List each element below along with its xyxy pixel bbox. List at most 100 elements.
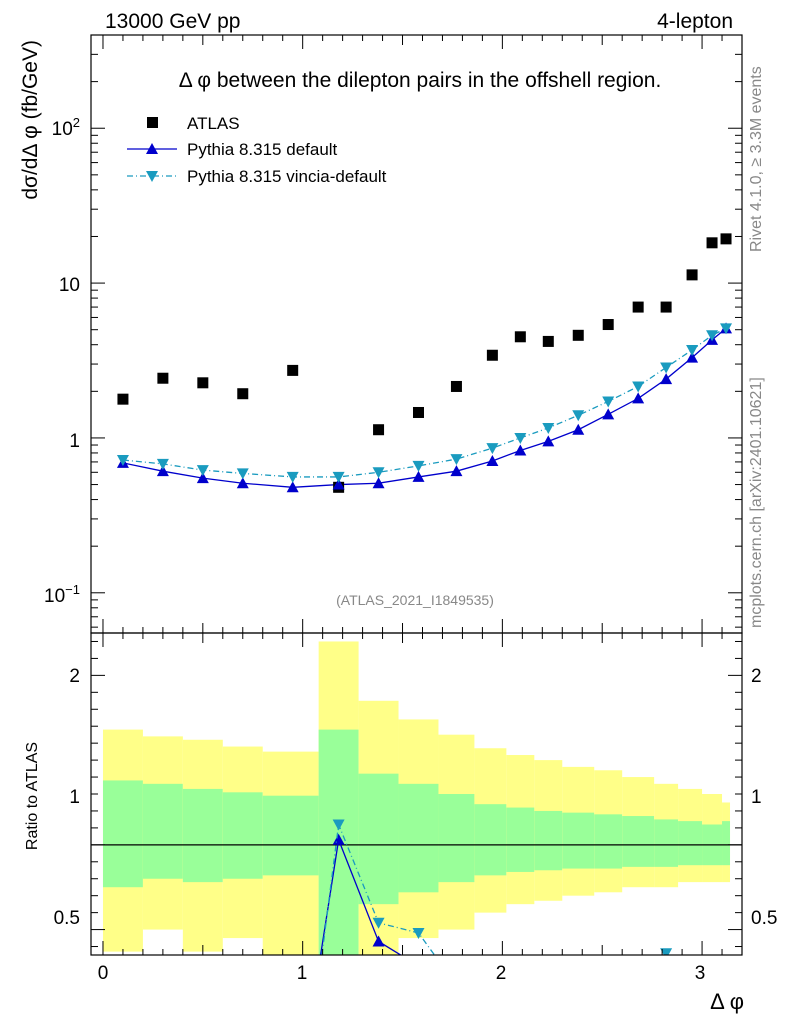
default-point: [236, 477, 249, 489]
ratio-uncertainty-bands: [102, 641, 731, 955]
atlas-point: [373, 424, 385, 436]
inner-band-bin: [438, 794, 475, 883]
ytick-label-10: 10: [59, 275, 80, 296]
ratio-default-point: [332, 833, 345, 845]
ratio-ytick-left-0p5: 0.5: [54, 908, 80, 929]
inner-band-bin: [142, 783, 183, 879]
main-panel-series: [116, 233, 733, 493]
atlas-point: [157, 372, 169, 384]
inner-band-bin: [222, 792, 263, 879]
ratio-ylabel: Ratio to ATLAS: [24, 742, 41, 850]
vincia-point: [372, 467, 385, 479]
vincia-point: [286, 471, 299, 483]
inner-band-bin: [534, 810, 563, 871]
default-point: [286, 481, 299, 493]
ratio-vincia-point: [412, 927, 425, 939]
default-point: [602, 408, 615, 420]
vincia-point: [116, 455, 129, 467]
inner-band-bin: [358, 773, 399, 905]
vincia-point: [572, 410, 585, 422]
plot-title: Δ φ between the dilepton pairs in the of…: [179, 69, 662, 92]
default-point: [542, 435, 555, 447]
default-point: [450, 465, 463, 477]
vincia-point: [450, 454, 463, 466]
ytick-label-0p1: 10−1: [44, 582, 80, 607]
vincia-point: [236, 468, 249, 480]
inner-band-bin: [182, 788, 223, 883]
atlas-point: [632, 301, 644, 313]
legend-label-vincia: Pythia 8.315 vincia-default: [187, 167, 387, 186]
ratio-ytick-right-2: 2: [751, 666, 762, 687]
inner-band-bin: [594, 814, 623, 869]
atlas-point: [117, 393, 129, 405]
default-point: [486, 454, 499, 466]
ytick-label-1: 1: [69, 431, 80, 452]
default-point: [632, 392, 645, 404]
atlas-point: [720, 233, 732, 245]
xtick-label-3: 3: [695, 963, 706, 984]
vincia-point: [686, 344, 699, 356]
vincia-point: [602, 396, 615, 408]
main-ylabel: dσ/dΔ φ (fb/GeV): [19, 40, 42, 200]
inner-band-bin: [102, 780, 143, 888]
atlas-point: [486, 349, 498, 361]
atlas-point: [450, 380, 462, 392]
energy-label: 13000 GeV pp: [105, 10, 240, 33]
process-label: 4-lepton: [657, 10, 733, 33]
vincia-point: [660, 362, 673, 374]
legend-label-default: Pythia 8.315 default: [187, 140, 338, 159]
main-ytick-labels: 10−1 1 10 102: [44, 115, 80, 607]
inner-band-bin: [398, 783, 439, 893]
default-point: [196, 472, 209, 484]
analysis-label: (ATLAS_2021_I1849535): [336, 592, 494, 608]
vincia-point: [720, 323, 733, 335]
xtick-label-0: 0: [98, 963, 109, 984]
vincia-point: [514, 432, 527, 444]
ratio-ytick-labels: 0.5 1 2 0.5 1 2: [54, 666, 778, 929]
vincia-point: [412, 460, 425, 472]
ratio-ytick-right-1: 1: [751, 787, 762, 808]
default-point: [686, 351, 699, 363]
atlas-point: [572, 329, 584, 341]
default-point: [412, 470, 425, 482]
default-point: [372, 477, 385, 489]
axis-ticks: [91, 34, 742, 955]
series-line-1: [122, 327, 727, 488]
atlas-point: [287, 364, 299, 376]
default-point: [514, 444, 527, 456]
atlas-point: [197, 377, 209, 389]
vincia-point: [156, 458, 169, 470]
ytick-label-100: 102: [52, 115, 80, 140]
atlas-point: [602, 319, 614, 331]
ratio-vincia-point: [372, 917, 385, 929]
default-point: [660, 373, 673, 385]
atlas-point: [514, 331, 526, 343]
legend-marker-vincia: [146, 171, 158, 182]
atlas-point: [542, 335, 554, 347]
inner-band-bin: [474, 804, 507, 876]
inner-band-bin: [262, 795, 319, 876]
ratio-ytick-right-0p5: 0.5: [751, 908, 777, 929]
rivet-label: Rivet 4.1.0, ≥ 3.3M events: [748, 66, 765, 252]
vincia-point: [706, 330, 719, 342]
ratio-panel-series: [319, 819, 673, 955]
ratio-vincia-point: [660, 948, 673, 955]
atlas-point: [412, 406, 424, 418]
vincia-point: [486, 443, 499, 455]
ratio-ytick-left-1: 1: [69, 787, 80, 808]
inner-band-bin: [622, 816, 655, 867]
legend-marker-default: [146, 143, 158, 154]
xtick-label-2: 2: [496, 963, 507, 984]
atlas-point: [686, 269, 698, 281]
inner-band-bin: [506, 807, 535, 872]
atlas-point: [237, 388, 249, 400]
default-point: [332, 478, 345, 490]
ratio-default-point: [372, 935, 385, 947]
default-point: [156, 465, 169, 477]
vincia-point: [196, 465, 209, 477]
inner-band-bin: [562, 812, 595, 869]
legend: ATLAS Pythia 8.315 default Pythia 8.315 …: [127, 114, 387, 186]
xtick-label-1: 1: [297, 963, 308, 984]
vincia-point: [632, 381, 645, 393]
